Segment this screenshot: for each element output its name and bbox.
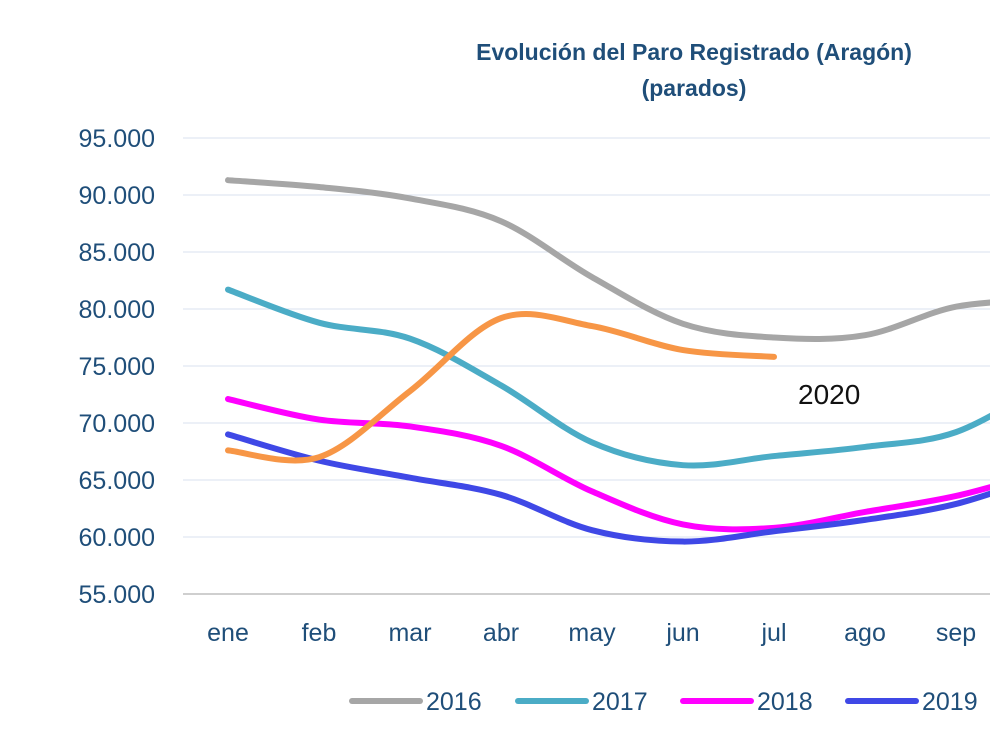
series-line-2018 [225,396,990,533]
y-tick-label: 90.000 [79,182,155,210]
y-axis: 55.000 60.000 65.000 70.000 75.000 80.000 85.0… [79,125,155,609]
x-tick-label: ago [844,619,886,647]
chart-title-text: Evolución del Paro Registrado (Aragón) [476,39,912,65]
series-line-2017 [225,286,990,469]
y-tick-label: 80.000 [79,296,155,324]
x-tick-label: abr [483,619,519,647]
x-tick-label: jun [665,619,699,647]
legend: 2016 2017 2018 2019 [349,688,978,716]
chart-title: Evolución del Paro Registrado (Aragón) (… [476,39,912,101]
x-tick-label: feb [302,619,337,647]
legend-label-2018: 2018 [757,688,813,716]
legend-label-2016: 2016 [426,688,482,716]
legend-label-2019: 2019 [922,688,978,716]
y-tick-label: 55.000 [79,581,155,609]
legend-label-2017: 2017 [592,688,648,716]
series-line-2020 [225,311,777,464]
x-tick-label: may [568,619,616,647]
x-tick-label: ene [207,619,249,647]
y-tick-label: 85.000 [79,239,155,267]
annotation-2020-label: 2020 [798,379,860,410]
x-tick-label: sep [936,619,976,647]
y-tick-label: 60.000 [79,524,155,552]
y-tick-label: 70.000 [79,410,155,438]
x-tick-label: mar [388,619,431,647]
x-axis: ene feb mar abr may jun jul ago sep [207,619,976,647]
series-line-2019 [225,431,990,545]
x-tick-label: jul [760,619,786,647]
series-lines [225,177,990,545]
y-tick-label: 75.000 [79,353,155,381]
chart-subtitle-text: (parados) [642,75,747,101]
y-tick-label: 95.000 [79,125,155,153]
series-line-2016 [225,177,990,342]
y-tick-label: 65.000 [79,467,155,495]
gridlines [183,137,990,595]
